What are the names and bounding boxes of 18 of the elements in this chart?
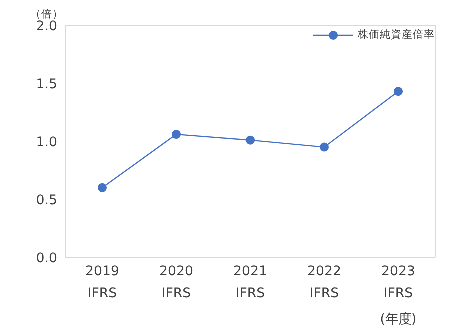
- point: [394, 87, 403, 96]
- category-label: 2019 IFRS: [86, 264, 120, 302]
- point: [98, 183, 107, 192]
- category-label: 2020 IFRS: [160, 264, 194, 302]
- point: [172, 130, 181, 140]
- category-label: 2022 IFRS: [308, 264, 342, 302]
- y-axis-title: （倍）: [30, 8, 64, 20]
- y-tick-label: 2.0: [36, 20, 58, 34]
- y-tick-label: 1.5: [36, 78, 58, 92]
- point: [320, 142, 329, 152]
- category-label: 2021 IFRS: [234, 264, 268, 302]
- y-tick-label: 0.0: [36, 252, 58, 266]
- legend-label: 株価純資産倍率: [358, 28, 435, 42]
- point: [246, 136, 255, 145]
- category-label: 2023 IFRS: [382, 264, 416, 302]
- y-tick-label: 0.5: [36, 194, 58, 208]
- y-tick-label: 1.0: [36, 136, 58, 150]
- x-axis-title: (年度): [380, 312, 417, 328]
